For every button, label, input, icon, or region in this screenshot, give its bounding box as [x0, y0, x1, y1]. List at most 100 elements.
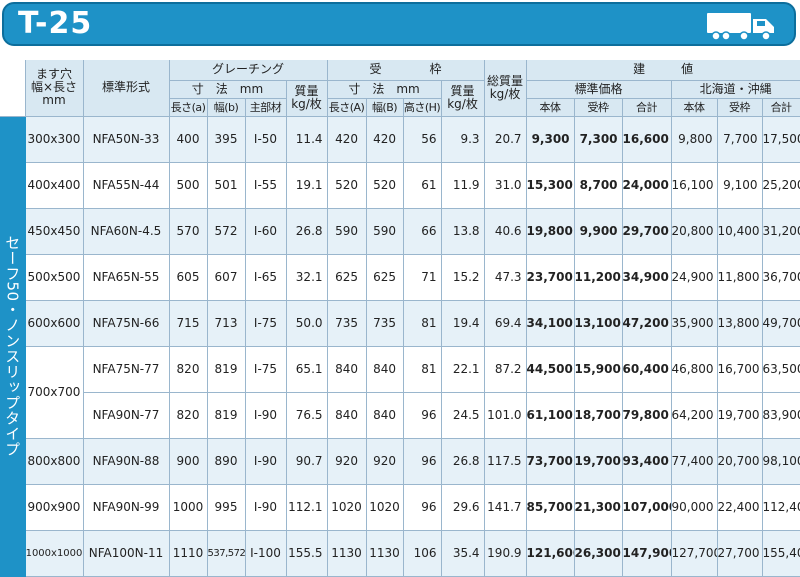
cell-hk-frame: 22,400: [717, 484, 763, 531]
cell-H: 71: [403, 254, 442, 301]
cell-hk-total: 63,500: [762, 346, 800, 393]
cell-hk-total: 25,200: [762, 162, 800, 209]
cell-bar: I-75: [245, 300, 287, 347]
cell-a: 820: [169, 346, 208, 393]
cell-bar: I-75: [245, 346, 287, 393]
header-bar: T-25: [2, 2, 796, 46]
cell-gw: 11.4: [286, 116, 328, 163]
cell-hk-body: 9,800: [671, 116, 718, 163]
cell-hk-body: 35,900: [671, 300, 718, 347]
cell-b: 395: [207, 116, 246, 163]
spec-price-table: ます穴 幅×長さ mm 標準形式 グレーチング 受 枠 総質量 kg/枚 建 値…: [0, 60, 800, 577]
cell-sp-frame: 15,900: [574, 346, 623, 393]
col-grating-dims: 寸 法 mm: [169, 80, 287, 99]
cell-H: 61: [403, 162, 442, 209]
cell-hk-total: 98,100: [762, 438, 800, 485]
cell-sp-frame: 26,300: [574, 530, 623, 577]
model-name: NFA90N-77: [83, 392, 170, 439]
side-label-text: セーフ50・ノンスリップタイプ: [3, 235, 22, 457]
cell-a: 820: [169, 392, 208, 439]
cell-A: 1020: [327, 484, 367, 531]
cell-a: 715: [169, 300, 208, 347]
cell-b: 995: [207, 484, 246, 531]
col-sp-frame: 受枠: [574, 98, 623, 117]
cell-sp-frame: 18,700: [574, 392, 623, 439]
opening-size: 600x600: [25, 300, 84, 347]
table-row: 1000x1000 NFA100N-11 1110 537,572 I-100 155.5…: [0, 530, 800, 577]
cell-sp-frame: 7,300: [574, 116, 623, 163]
cell-sp-body: 44,500: [526, 346, 575, 393]
cell-A: 735: [327, 300, 367, 347]
cell-B: 1020: [366, 484, 404, 531]
model-name: NFA100N-11: [83, 530, 170, 577]
cell-gw: 19.1: [286, 162, 328, 209]
col-length-a: 長さ(a): [169, 98, 208, 117]
cell-sp-frame: 19,700: [574, 438, 623, 485]
cell-sp-total: 34,900: [622, 254, 672, 301]
cell-H: 81: [403, 300, 442, 347]
cell-hk-body: 127,700: [671, 530, 718, 577]
cell-b: 572: [207, 208, 246, 255]
cell-hk-total: 36,700: [762, 254, 800, 301]
cell-hk-total: 112,400: [762, 484, 800, 531]
model-name: NFA55N-44: [83, 162, 170, 209]
table-row: 700x700 NFA75N-77 820 819 I-75 65.1 840 840 81 22…: [0, 346, 800, 439]
cell-hk-body: 64,200: [671, 392, 718, 439]
cell-hk-total: 17,500: [762, 116, 800, 163]
model-name: NFA75N-66: [83, 300, 170, 347]
cell-bar: I-90: [245, 484, 287, 531]
cell-sp-frame: 8,700: [574, 162, 623, 209]
table-row: 400x400 NFA55N-44 500 501 I-55 19.1 520 520 61 11…: [0, 162, 800, 209]
cell-sp-body: 23,700: [526, 254, 575, 301]
cell-bar: I-90: [245, 438, 287, 485]
cell-b: 819: [207, 346, 246, 393]
cell-b: 537,572: [207, 530, 246, 577]
table-row: NFA90N-77 820 819 I-90 76.5 840 840 96 24.5 101.0…: [0, 392, 800, 439]
cell-a: 400: [169, 116, 208, 163]
cell-H: 96: [403, 438, 442, 485]
cell-hk-total: 31,200: [762, 208, 800, 255]
cell-B: 840: [366, 392, 404, 439]
table-row: 450x450 NFA60N-4.5 570 572 I-60 26.8 590 590 66 1…: [0, 208, 800, 255]
cell-B: 590: [366, 208, 404, 255]
cell-A: 840: [327, 346, 367, 393]
opening-size: 450x450: [25, 208, 84, 255]
cell-sp-body: 9,300: [526, 116, 575, 163]
cell-hk-frame: 19,700: [717, 392, 763, 439]
cell-H: 96: [403, 392, 442, 439]
col-hk-frame: 受枠: [717, 98, 763, 117]
col-frame-dims: 寸 法 mm: [327, 80, 442, 99]
cell-hk-frame: 9,100: [717, 162, 763, 209]
cell-A: 920: [327, 438, 367, 485]
cell-bar: I-90: [245, 392, 287, 439]
cell-bar: I-55: [245, 162, 287, 209]
cell-fw: 26.8: [441, 438, 485, 485]
col-sp-total: 合計: [622, 98, 672, 117]
cell-tw: 117.5: [484, 438, 527, 485]
col-grating: グレーチング: [169, 60, 328, 81]
cell-A: 420: [327, 116, 367, 163]
col-hk-body: 本体: [671, 98, 718, 117]
cell-b: 501: [207, 162, 246, 209]
cell-hk-frame: 11,800: [717, 254, 763, 301]
cell-b: 713: [207, 300, 246, 347]
cell-gw: 155.5: [286, 530, 328, 577]
cell-gw: 50.0: [286, 300, 328, 347]
cell-fw: 9.3: [441, 116, 485, 163]
col-sp-body: 本体: [526, 98, 575, 117]
col-total-weight: 総質量 kg/枚: [484, 60, 527, 117]
cell-fw: 29.6: [441, 484, 485, 531]
cell-sp-body: 73,700: [526, 438, 575, 485]
cell-tw: 87.2: [484, 346, 527, 393]
cell-gw: 65.1: [286, 346, 328, 393]
opening-size: 1000x1000: [25, 530, 84, 577]
cell-A: 840: [327, 392, 367, 439]
cell-sp-total: 60,400: [622, 346, 672, 393]
col-frame: 受 枠: [327, 60, 485, 81]
col-length-A: 長さ(A): [327, 98, 367, 117]
cell-sp-body: 15,300: [526, 162, 575, 209]
cell-tw: 47.3: [484, 254, 527, 301]
table-row: 900x900 NFA90N-99 1000 995 I-90 112.1 1020 1020…: [0, 484, 800, 531]
model-name: NFA60N-4.5: [83, 208, 170, 255]
model-name: NFA50N-33: [83, 116, 170, 163]
